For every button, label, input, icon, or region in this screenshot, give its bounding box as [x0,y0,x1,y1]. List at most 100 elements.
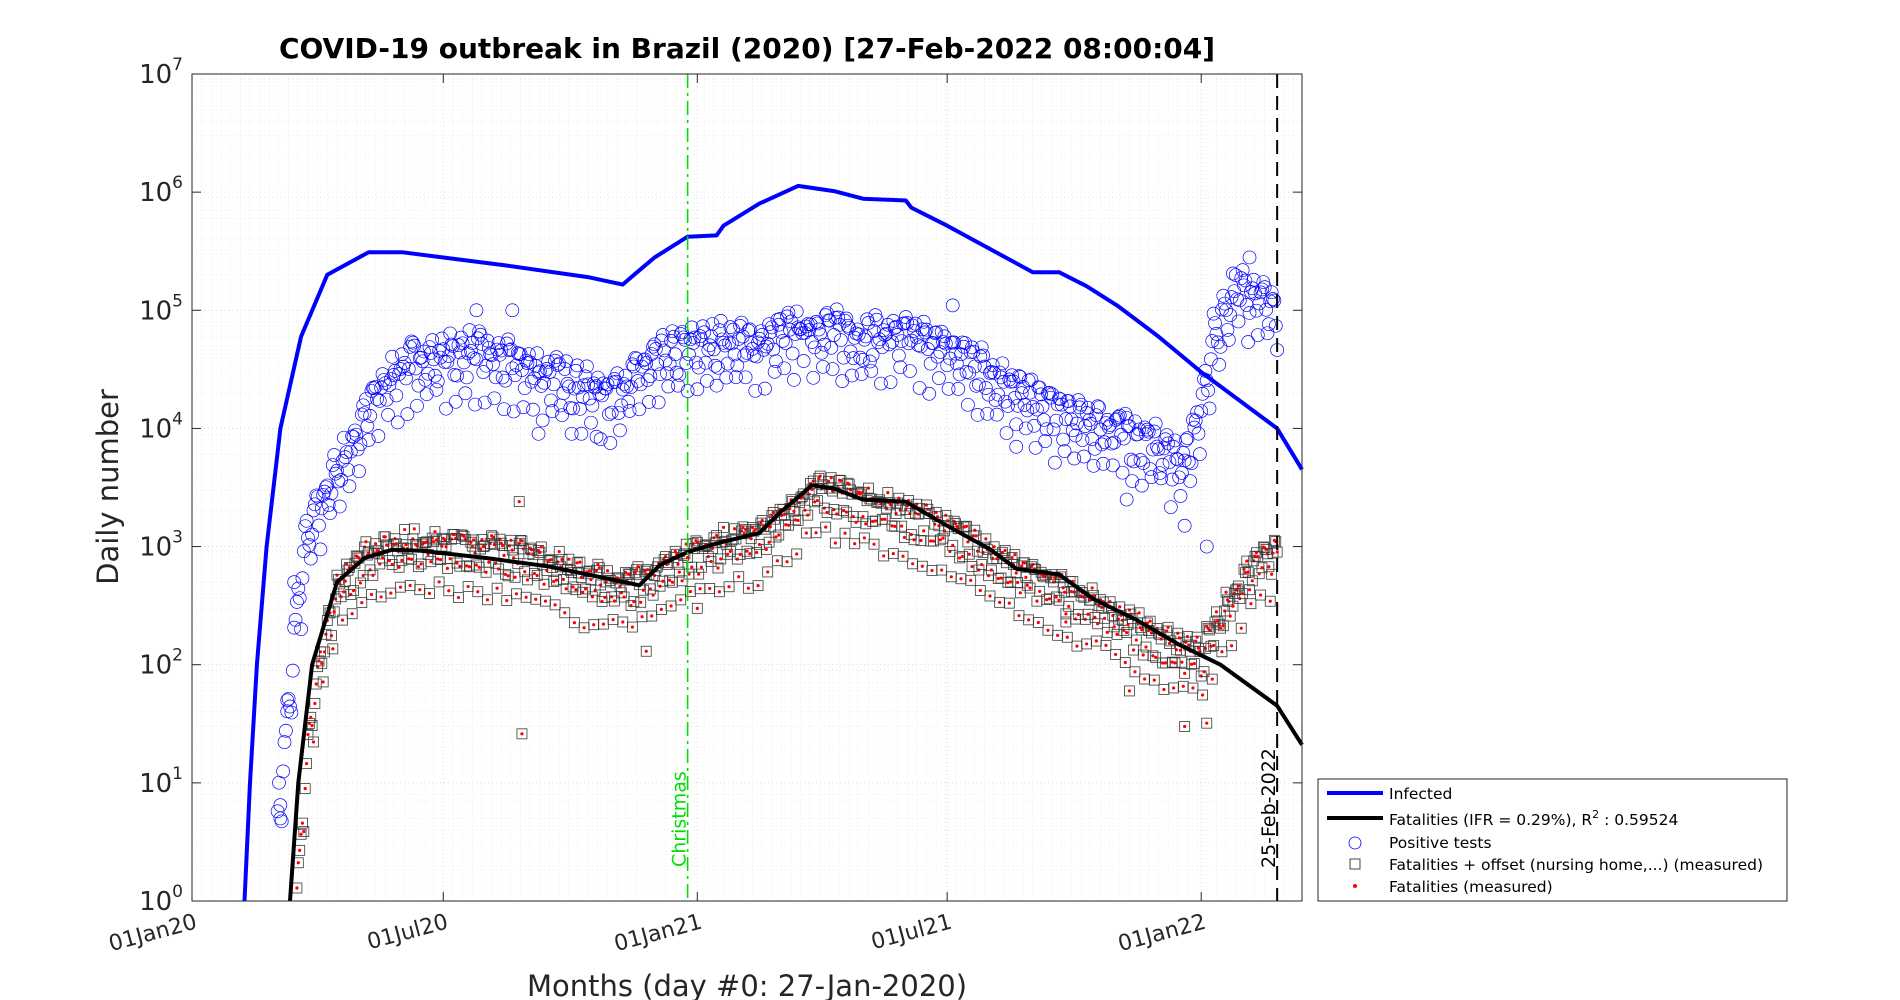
positive-test-point [614,398,629,413]
fatality-offset-point [1239,567,1251,579]
fatality-measured-point [901,554,905,558]
fatality-measured-point [1184,640,1188,644]
positive-test-point [1117,431,1131,446]
fatality-measured-point [1167,641,1172,646]
fatality-offset-point [937,532,949,544]
fatality-offset-point [1253,568,1265,580]
fatality-measured-point [596,562,600,566]
positive-test-point [367,381,382,396]
fatality-measured-point [1258,593,1263,597]
positive-test-point [477,395,492,410]
fatality-measured-point [343,579,347,583]
fatality-measured-point [398,585,403,589]
fatality-measured-point [1015,580,1020,585]
positive-test-point [1039,422,1054,437]
fatality-offset-point [426,532,438,544]
fatality-offset-point [574,556,586,568]
fatality-offset-point [1129,666,1141,678]
positive-test-point [352,464,366,479]
fatality-offset-point [370,538,382,550]
positive-test-point [541,354,556,369]
positive-test-point [273,811,288,826]
fatality-offset-point [488,539,500,551]
fatality-measured-point [563,611,567,615]
fatality-measured-point [311,740,316,744]
positive-test-point [887,321,902,335]
fatality-measured-point [1192,661,1196,666]
fatality-measured-point [688,589,692,594]
positive-test-point [466,351,481,366]
fatality-measured-point [980,562,984,567]
fatality-offset-point [646,610,658,622]
fatality-measured-point [1010,555,1014,560]
fatality-measured-point [416,565,421,569]
positive-test-point [1035,399,1050,414]
fatality-offset-point [345,589,357,600]
positive-test-point [488,370,503,385]
positive-test-point [893,360,908,375]
positive-test-point [1025,400,1040,414]
fatality-measured-point [732,527,737,531]
fatality-offset-point [1208,640,1220,651]
fatality-offset-point [533,545,544,556]
positive-test-point [843,344,858,359]
fatality-offset-point [1235,622,1247,634]
positive-test-point [270,804,285,819]
positive-test-point [1057,444,1072,458]
fatality-offset-point [973,564,985,576]
fatality-offset-point [528,568,540,579]
legend-label: Infected [1389,785,1452,803]
fatality-offset-point [506,544,518,556]
fatality-measured-point [1079,594,1083,598]
fatality-measured-point [719,557,723,561]
y-axis-title: Daily number [91,389,125,585]
fatality-measured-point [520,539,524,543]
positive-test-point [762,317,776,332]
positive-test-point [1052,391,1066,406]
fatality-measured-point [310,723,314,728]
positive-test-point [1233,293,1247,308]
fatality-measured-point [1018,591,1022,595]
positive-test-point [1194,404,1209,419]
positive-test-point [321,498,336,512]
fatality-measured-point [447,589,451,593]
fatality-offset-point [430,534,442,546]
annotation-layer: Christmas 25-Feb-2022 [669,74,1280,901]
fatality-measured-point [300,821,305,825]
positive-test-point [748,383,763,398]
positive-test-point [592,386,607,401]
fatality-measured-point [973,528,977,532]
fatality-measured-point [1022,561,1027,565]
positive-test-point [911,338,926,352]
positive-test-point [325,458,340,472]
fatality-offset-point [1233,580,1244,592]
positive-test-point [1028,440,1043,455]
positive-test-point [1238,273,1253,288]
positive-test-point [892,348,906,363]
positive-test-point [524,374,539,389]
positive-test-point [643,369,658,383]
fatality-measured-point [818,474,822,478]
fatality-offset-point [486,530,497,542]
fatality-measured-point [438,558,443,562]
positive-test-point [1038,434,1053,448]
fatality-measured-point [1114,652,1118,657]
fatality-offset-point [1133,607,1145,619]
positive-test-point [889,319,903,334]
fatality-measured-point [833,541,837,545]
fatality-measured-point [1020,564,1024,568]
x-axis-title: Months (day #0: 27-Jan-2020) [527,969,967,1000]
fatality-measured-point [741,525,745,529]
positive-test-point [274,814,289,829]
y-tick-base: 10 [139,296,172,326]
positive-test-point [1262,317,1276,331]
positive-test-point [1136,456,1151,470]
fatality-offset-point [1147,650,1159,662]
fatality-measured-point [854,520,858,524]
fatality-measured-point [998,600,1002,604]
fatality-measured-point [641,588,646,592]
y-tick-base: 10 [139,414,172,444]
fatality-measured-point [1064,612,1068,616]
positive-test-point [1097,435,1112,450]
fatality-measured-point [391,542,396,546]
